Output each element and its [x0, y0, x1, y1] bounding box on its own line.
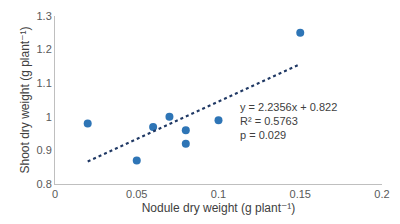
- svg-text:1.2: 1.2: [37, 43, 52, 55]
- svg-text:1.3: 1.3: [37, 10, 52, 22]
- svg-text:R² = 0.5763: R² = 0.5763: [240, 115, 298, 127]
- svg-text:p = 0.029: p = 0.029: [240, 129, 286, 141]
- svg-text:0.8: 0.8: [37, 178, 52, 190]
- svg-text:0: 0: [52, 188, 58, 200]
- svg-text:1: 1: [46, 111, 52, 123]
- svg-text:y = 2.2356x + 0.822: y = 2.2356x + 0.822: [240, 101, 337, 113]
- svg-text:0.9: 0.9: [37, 144, 52, 156]
- svg-text:0.1: 0.1: [211, 188, 226, 200]
- svg-text:Nodule dry weight (g plant⁻¹): Nodule dry weight (g plant⁻¹): [142, 201, 296, 215]
- svg-text:Shoot dry weight (g plant⁻¹): Shoot dry weight (g plant⁻¹): [18, 26, 32, 173]
- svg-text:0.15: 0.15: [290, 188, 311, 200]
- svg-text:0.2: 0.2: [374, 188, 389, 200]
- svg-text:0.05: 0.05: [126, 188, 147, 200]
- svg-text:1.1: 1.1: [37, 77, 52, 89]
